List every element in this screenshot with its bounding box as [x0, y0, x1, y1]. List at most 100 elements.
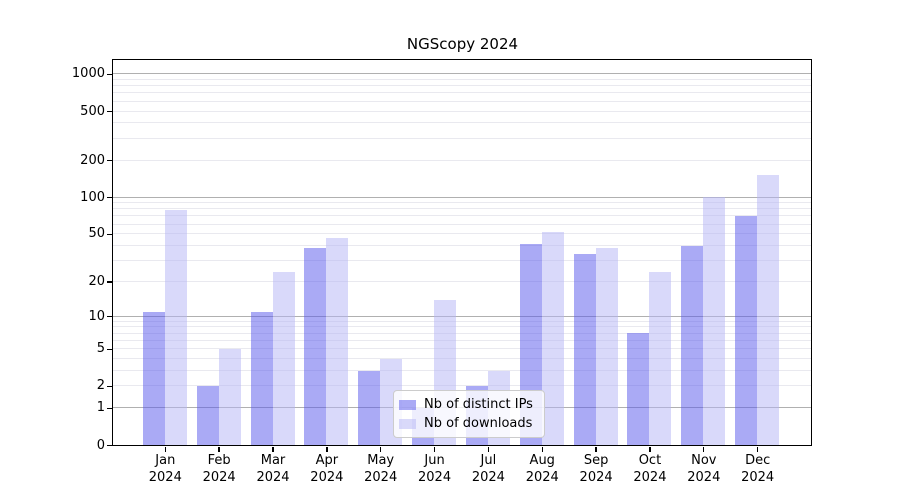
y-tick-label-1: 1: [96, 400, 105, 416]
y-tick-mark: [107, 110, 112, 113]
bar-distinct-ips-sep: [573, 254, 596, 445]
y-tick-label-1000: 1000: [71, 66, 105, 82]
x-tick-mark: [487, 447, 490, 452]
gridline-y-3: [113, 370, 811, 372]
bar-distinct-ips-feb: [196, 385, 219, 445]
y-tick-label-2: 2: [96, 378, 105, 394]
bar-downloads-feb: [218, 348, 241, 445]
legend-label: Nb of distinct IPs: [424, 397, 533, 412]
y-tick-label-100: 100: [80, 189, 105, 205]
x-tick-label-jan: Jan 2024: [148, 453, 182, 485]
gridline-y-4: [113, 358, 811, 360]
y-tick-mark: [107, 73, 112, 76]
x-tick-label-aug: Aug 2024: [525, 453, 559, 485]
gridline-y-600: [113, 100, 811, 102]
gridline-y-70: [113, 215, 811, 217]
bar-distinct-ips-oct: [627, 333, 650, 445]
gridline-y-700: [113, 92, 811, 94]
y-tick-label-20: 20: [88, 273, 105, 289]
x-tick-label-jun: Jun 2024: [418, 453, 452, 485]
x-tick-mark: [164, 447, 166, 452]
y-tick-mark: [107, 315, 112, 318]
x-tick-label-oct: Oct 2024: [633, 453, 667, 485]
x-tick-label-feb: Feb 2024: [202, 453, 236, 485]
gridline-y-40: [113, 244, 811, 246]
x-tick-mark: [218, 447, 220, 452]
bar-distinct-ips-dec: [735, 216, 758, 445]
x-tick-mark: [703, 447, 705, 452]
gridline-y-300: [113, 137, 811, 139]
bar-downloads-apr: [326, 238, 349, 445]
y-tick-label-0: 0: [96, 437, 105, 453]
gridline-y-1000: [113, 73, 811, 75]
y-tick-mark: [107, 159, 112, 162]
bar-distinct-ips-may: [358, 370, 381, 445]
gridline-y-500: [113, 110, 811, 112]
bar-downloads-jan: [164, 210, 187, 445]
y-tick-label-10: 10: [88, 308, 105, 324]
gridline-y-80: [113, 208, 811, 210]
y-tick-mark: [107, 233, 112, 235]
bar-distinct-ips-nov: [681, 245, 704, 445]
y-tick-mark: [107, 196, 112, 199]
y-tick-label-500: 500: [80, 103, 105, 119]
y-tick-label-5: 5: [96, 341, 105, 357]
bar-downloads-mar: [272, 272, 295, 445]
bar-distinct-ips-apr: [304, 248, 327, 445]
x-tick-mark: [272, 447, 274, 452]
bar-distinct-ips-jan: [142, 311, 165, 445]
y-tick-mark: [107, 281, 112, 283]
bar-downloads-aug: [541, 231, 564, 445]
x-tick-label-jul: Jul 2024: [471, 453, 505, 485]
legend: Nb of distinct IPs Nb of downloads: [393, 390, 545, 438]
x-tick-label-dec: Dec 2024: [741, 453, 775, 485]
gridline-y-100: [113, 196, 811, 198]
chart-title: NGScopy 2024: [406, 35, 519, 53]
y-tick-mark: [107, 385, 112, 388]
x-tick-label-mar: Mar 2024: [256, 453, 290, 485]
x-tick-mark: [433, 447, 436, 452]
bar-downloads-oct: [649, 272, 672, 445]
gridline-y-50: [113, 233, 811, 235]
plot-area: [112, 58, 812, 446]
bar-downloads-dec: [757, 175, 780, 445]
y-tick-label-200: 200: [80, 152, 105, 168]
x-tick-mark: [595, 447, 597, 452]
gridline-y-200: [113, 159, 811, 161]
x-tick-mark: [756, 447, 759, 452]
gridline-y-10: [113, 315, 811, 317]
gridline-y-2: [113, 385, 811, 387]
x-tick-label-sep: Sep 2024: [579, 453, 613, 485]
gridline-y-900: [113, 79, 811, 80]
y-tick-mark: [107, 407, 112, 409]
gridline-y-20: [113, 280, 811, 282]
gridline-y-9: [113, 320, 811, 322]
gridline-y-800: [113, 85, 811, 87]
gridline-y-6: [113, 339, 811, 341]
legend-row-distinct-ips: Nb of distinct IPs: [399, 397, 538, 412]
x-tick-label-may: May 2024: [364, 453, 398, 485]
bar-downloads-nov: [703, 197, 726, 445]
bar-distinct-ips-mar: [250, 311, 273, 445]
x-tick-mark: [380, 447, 382, 452]
gridline-y-7: [113, 332, 811, 334]
legend-row-downloads: Nb of downloads: [399, 416, 538, 431]
gridline-y-400: [113, 122, 811, 124]
gridline-y-30: [113, 260, 811, 262]
gridline-y-90: [113, 202, 811, 204]
x-tick-label-apr: Apr 2024: [310, 453, 344, 485]
x-tick-mark: [326, 447, 328, 452]
legend-swatch-icon: [399, 418, 416, 429]
legend-label: Nb of downloads: [424, 416, 533, 431]
bar-downloads-sep: [595, 248, 618, 445]
y-tick-mark: [107, 444, 112, 447]
x-tick-mark: [649, 447, 651, 452]
gridline-y-5: [113, 348, 811, 350]
x-tick-mark: [541, 447, 543, 452]
y-tick-label-50: 50: [88, 226, 105, 242]
x-tick-label-nov: Nov 2024: [687, 453, 721, 485]
y-tick-mark: [107, 348, 112, 350]
legend-swatch-icon: [399, 399, 416, 410]
gridline-y-60: [113, 223, 811, 225]
